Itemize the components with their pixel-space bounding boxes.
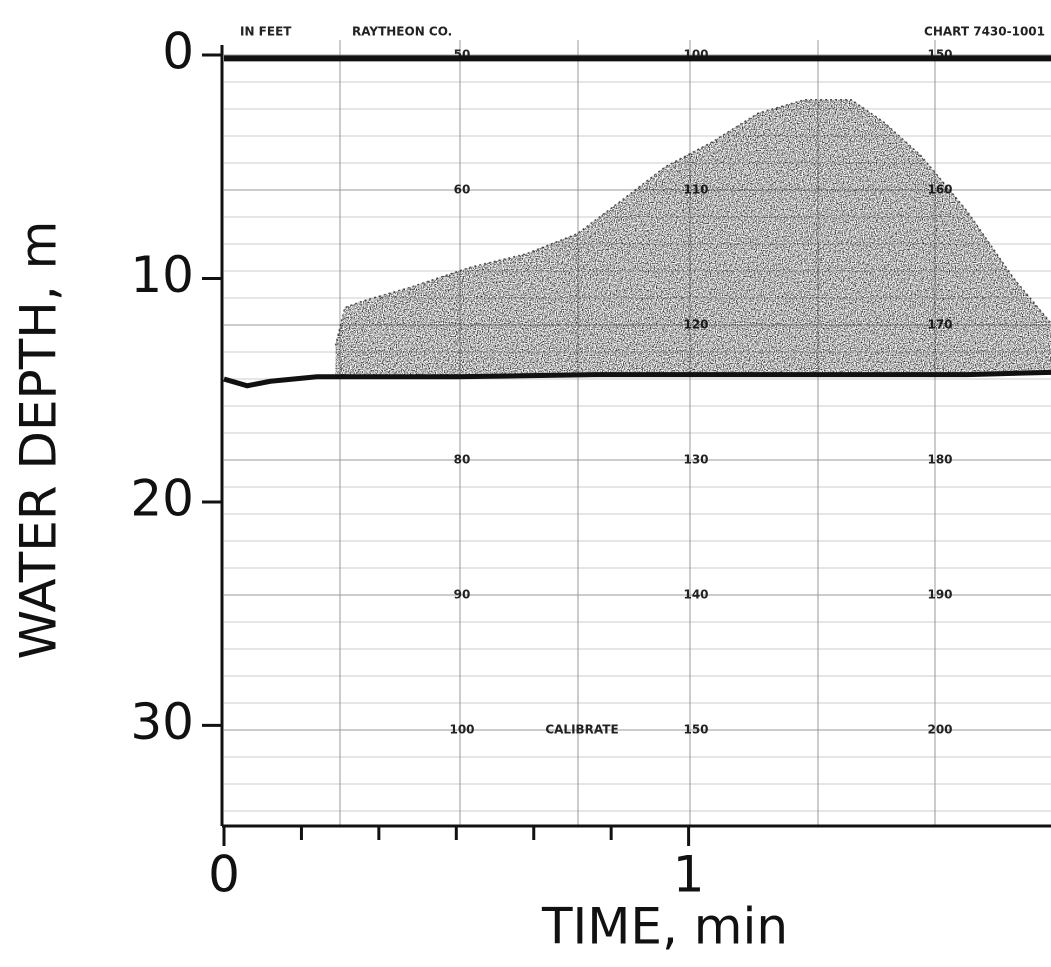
paper-text: CHART 7430-1001 [924, 25, 1045, 39]
paper-scale-label: 130 [683, 453, 708, 467]
paper-text: CALIBRATE [545, 723, 618, 737]
x-axis-label: TIME, min [541, 898, 788, 956]
paper-scale-label: 80 [454, 453, 471, 467]
paper-scale-label: 90 [454, 588, 471, 602]
paper-scale-label: 190 [927, 588, 952, 602]
layer-top-edge [334, 98, 1051, 346]
y-axis-label: WATER DEPTH, m [10, 221, 68, 660]
x-tick-label: 0 [208, 846, 240, 904]
y-tick-label: 20 [130, 469, 194, 527]
y-tick-label: 0 [162, 23, 194, 81]
y-tick-label: 10 [130, 246, 194, 304]
paper-scale-label: 150 [683, 723, 708, 737]
paper-scale-label: 180 [927, 453, 952, 467]
scattering-layer [335, 99, 1051, 375]
y-tick-label: 30 [130, 693, 194, 751]
bottom-echo [223, 369, 1051, 389]
paper-text: IN FEET [240, 25, 292, 39]
paper-scale-label: 100 [449, 723, 474, 737]
paper-scale-label: 140 [683, 588, 708, 602]
paper-text: RAYTHEON CO. [352, 25, 452, 39]
paper-scale-label: 60 [454, 183, 471, 197]
paper-scale-label: 200 [927, 723, 952, 737]
x-tick-label: 1 [673, 846, 705, 904]
